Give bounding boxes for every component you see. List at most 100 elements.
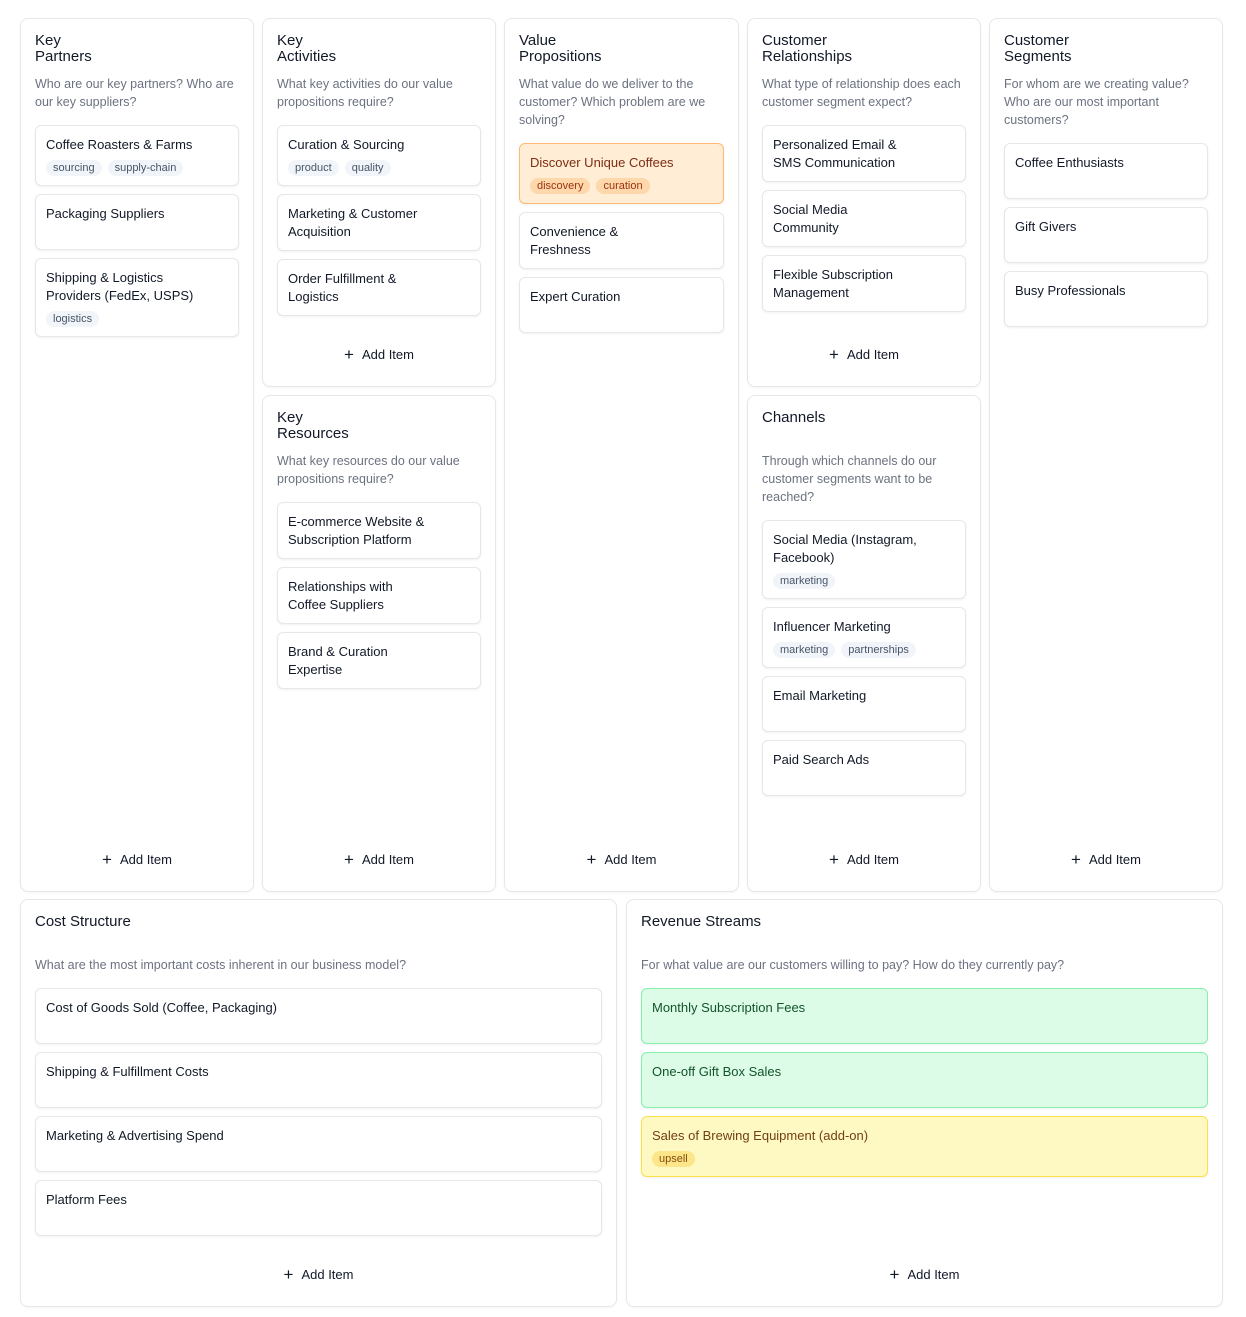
add-item-button[interactable]: + Add Item	[762, 846, 966, 872]
item-text: Personalized Email & SMS Communication	[773, 137, 897, 170]
tag: supply-chain	[107, 160, 184, 176]
add-item-button[interactable]: + Add Item	[762, 341, 966, 367]
item-text: Platform Fees	[46, 1192, 127, 1207]
panel-revenue-streams: Revenue Streams For what value are our c…	[626, 899, 1223, 1307]
item-text: Monthly Subscription Fees	[652, 1000, 806, 1015]
panel-title: Customer Segments	[1004, 32, 1072, 65]
item-card[interactable]: Relationships with Coffee Suppliers	[277, 567, 481, 624]
tag: marketing	[773, 573, 836, 589]
item-card[interactable]: Gift Givers	[1004, 207, 1208, 263]
item-text: Relationships with Coffee Suppliers	[288, 579, 393, 612]
item-card[interactable]: Marketing & Customer Acquisition	[277, 194, 481, 251]
panel-key-partners: Key Partners Who are our key partners? W…	[20, 18, 254, 892]
panel-customer-relationships: Customer Relationships What type of rela…	[747, 18, 981, 387]
item-card[interactable]: Order Fulfillment & Logistics	[277, 259, 481, 316]
item-card[interactable]: Brand & Curation Expertise	[277, 632, 481, 689]
add-item-button[interactable]: + Add Item	[35, 846, 239, 872]
tag: curation	[596, 178, 650, 194]
item-text: Expert Curation	[530, 289, 621, 304]
add-item-label: Add Item	[1088, 851, 1141, 867]
tag: discovery	[530, 178, 591, 194]
plus-icon: +	[283, 1264, 294, 1284]
item-card[interactable]: Coffee Enthusiasts	[1004, 143, 1208, 199]
tag: logistics	[46, 311, 100, 327]
item-list: Personalized Email & SMS Communication So…	[762, 125, 966, 312]
item-card[interactable]: Email Marketing	[762, 676, 966, 732]
item-text: Shipping & Logistics Providers (FedEx, U…	[46, 270, 194, 303]
plus-icon: +	[1071, 849, 1081, 869]
panel-key-resources: Key Resources What key resources do our …	[262, 395, 496, 892]
item-card[interactable]: Convenience & Freshness	[519, 212, 724, 269]
item-list: E-commerce Website & Subscription Platfo…	[277, 502, 481, 689]
add-item-button[interactable]: + Add Item	[1004, 846, 1208, 872]
item-card[interactable]: Flexible Subscription Management	[762, 255, 966, 312]
tag-list: product quality	[288, 160, 470, 176]
item-card[interactable]: Expert Curation	[519, 277, 724, 333]
panel-description: What are the most important costs inhere…	[35, 958, 407, 972]
tag: quality	[344, 160, 391, 176]
item-text: Social Media Community	[773, 202, 848, 235]
tag: upsell	[652, 1151, 695, 1167]
panel-title: Value Propositions	[519, 32, 602, 65]
item-card[interactable]: Marketing & Advertising Spend	[35, 1116, 602, 1172]
item-card[interactable]: Monthly Subscription Fees	[641, 988, 1208, 1044]
add-item-label: Add Item	[301, 1266, 354, 1282]
item-text: One-off Gift Box Sales	[652, 1064, 782, 1079]
item-card[interactable]: E-commerce Website & Subscription Platfo…	[277, 502, 481, 559]
item-card[interactable]: Curation & Sourcing product quality	[277, 125, 481, 186]
item-text: Flexible Subscription Management	[773, 267, 893, 300]
panel-title: Key Partners	[35, 32, 92, 65]
item-card[interactable]: Personalized Email & SMS Communication	[762, 125, 966, 182]
tag: sourcing	[46, 160, 102, 176]
add-item-label: Add Item	[846, 851, 899, 867]
panel-title: Channels	[762, 409, 826, 426]
add-item-button[interactable]: + Add Item	[277, 341, 481, 367]
item-text: Brand & Curation Expertise	[288, 644, 388, 677]
add-item-button[interactable]: + Add Item	[35, 1261, 602, 1287]
item-text: Shipping & Fulfillment Costs	[46, 1064, 209, 1079]
add-item-label: Add Item	[604, 851, 657, 867]
add-item-button[interactable]: + Add Item	[641, 1261, 1208, 1287]
item-text: Busy Professionals	[1015, 283, 1126, 298]
add-item-button[interactable]: + Add Item	[277, 846, 481, 872]
item-card[interactable]: Sales of Brewing Equipment (add-on) upsel…	[641, 1116, 1208, 1177]
tag-list: discovery curation	[530, 178, 713, 194]
item-text: Social Media (Instagram, Facebook)	[773, 532, 917, 565]
tag: product	[288, 160, 339, 176]
panel-title: Customer Relationships	[762, 32, 853, 65]
add-item-label: Add Item	[846, 346, 899, 362]
item-card[interactable]: Cost of Goods Sold (Coffee, Packaging)	[35, 988, 602, 1044]
item-card[interactable]: Coffee Roasters & Farms sourcing supply-ch…	[35, 125, 239, 186]
item-text: Coffee Roasters & Farms	[46, 137, 193, 152]
item-list: Social Media (Instagram, Facebook) market…	[762, 520, 966, 796]
item-card[interactable]: Social Media Community	[762, 190, 966, 247]
add-item-label: Add Item	[907, 1266, 960, 1282]
item-text: Coffee Enthusiasts	[1015, 155, 1124, 170]
item-list: Coffee Enthusiasts Gift Givers Busy Profes…	[1004, 143, 1208, 327]
item-card[interactable]: One-off Gift Box Sales	[641, 1052, 1208, 1108]
add-item-button[interactable]: + Add Item	[519, 846, 724, 872]
item-card[interactable]: Discover Unique Coffees discovery curation	[519, 143, 724, 204]
plus-icon: +	[344, 344, 354, 364]
tag-list: upsell	[652, 1151, 1197, 1167]
item-text: E-commerce Website & Subscription Platfo…	[288, 514, 425, 547]
tag: partnerships	[841, 642, 916, 658]
item-card[interactable]: Paid Search Ads	[762, 740, 966, 796]
panel-title: Cost Structure	[35, 913, 131, 930]
item-card[interactable]: Platform Fees	[35, 1180, 602, 1236]
item-card[interactable]: Busy Professionals	[1004, 271, 1208, 327]
item-text: Convenience & Freshness	[530, 224, 619, 257]
item-card[interactable]: Shipping & Fulfillment Costs	[35, 1052, 602, 1108]
item-list: Curation & Sourcing product quality Marketi…	[277, 125, 481, 316]
plus-icon: +	[344, 849, 354, 869]
item-list: Monthly Subscription Fees One-off Gift Bo…	[641, 988, 1208, 1177]
item-card[interactable]: Shipping & Logistics Providers (FedEx, U…	[35, 258, 239, 337]
item-card[interactable]: Social Media (Instagram, Facebook) market…	[762, 520, 966, 599]
item-card[interactable]: Influencer Marketing marketing partnership…	[762, 607, 966, 668]
item-text: Paid Search Ads	[773, 752, 870, 767]
add-item-label: Add Item	[361, 851, 414, 867]
item-card[interactable]: Packaging Suppliers	[35, 194, 239, 250]
panel-description: What value do we deliver to the customer…	[519, 77, 706, 127]
item-text: Email Marketing	[773, 688, 867, 703]
plus-icon: +	[102, 849, 112, 869]
